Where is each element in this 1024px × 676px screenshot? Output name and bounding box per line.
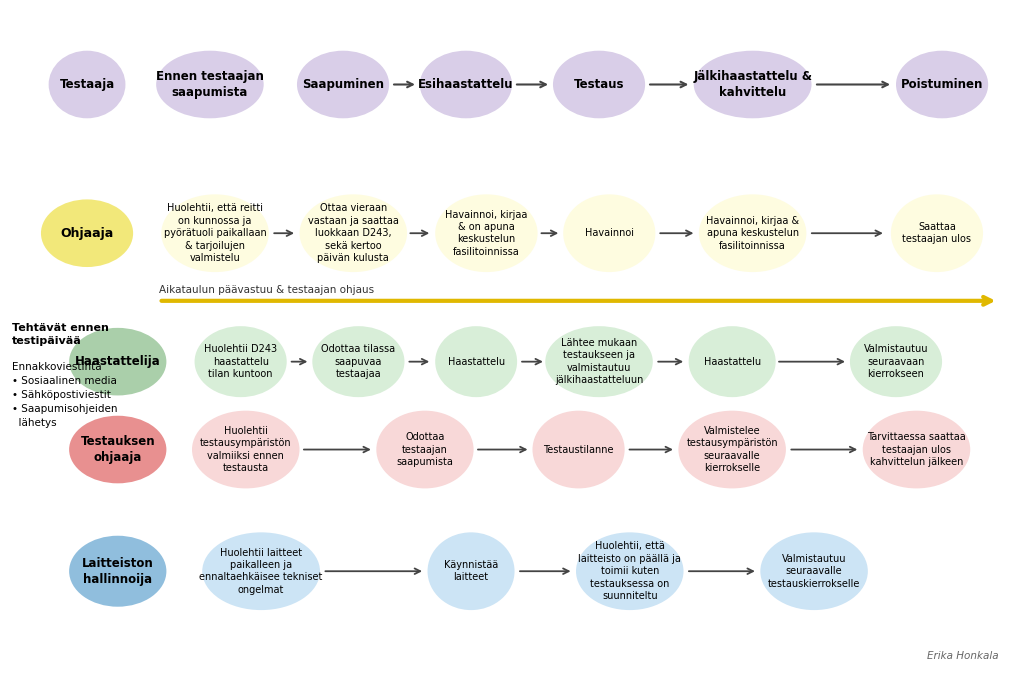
Text: Poistuminen: Poistuminen xyxy=(901,78,983,91)
Text: Esihaastattelu: Esihaastattelu xyxy=(418,78,514,91)
Ellipse shape xyxy=(195,326,287,397)
Text: Huolehtii laitteet
paikalleen ja
ennaltaehkäisee tekniset
ongelmat: Huolehtii laitteet paikalleen ja ennalta… xyxy=(200,548,323,595)
Ellipse shape xyxy=(203,533,319,610)
Ellipse shape xyxy=(862,410,971,488)
Ellipse shape xyxy=(891,195,983,272)
Ellipse shape xyxy=(161,195,268,272)
Ellipse shape xyxy=(156,51,264,118)
Ellipse shape xyxy=(70,416,166,483)
Ellipse shape xyxy=(312,326,404,397)
Text: Erika Honkala: Erika Honkala xyxy=(927,651,998,661)
Ellipse shape xyxy=(688,326,776,397)
Text: Saapuminen: Saapuminen xyxy=(302,78,384,91)
Text: Ennen testaajan
saapumista: Ennen testaajan saapumista xyxy=(156,70,264,99)
Ellipse shape xyxy=(532,410,625,488)
Text: Huolehtii, että
laitteisto on päällä ja
toimii kuten
testauksessa on
suunniteltu: Huolehtii, että laitteisto on päällä ja … xyxy=(579,541,681,601)
Text: Valmistautuu
seuraavalle
testauskierrokselle: Valmistautuu seuraavalle testauskierroks… xyxy=(768,554,860,589)
Ellipse shape xyxy=(760,533,868,610)
Text: Testauksen
ohjaaja: Testauksen ohjaaja xyxy=(81,435,155,464)
Ellipse shape xyxy=(435,195,538,272)
Text: Huolehtii
testausympäristön
valmiiksi ennen
testausta: Huolehtii testausympäristön valmiiksi en… xyxy=(200,426,292,473)
Ellipse shape xyxy=(575,533,684,610)
Ellipse shape xyxy=(545,326,653,397)
Ellipse shape xyxy=(896,51,988,118)
Text: Havainnoi: Havainnoi xyxy=(585,228,634,238)
Text: Ottaa vieraan
vastaan ja saattaa
luokkaan D243,
sekä kertoo
päivän kulusta: Ottaa vieraan vastaan ja saattaa luokkaa… xyxy=(308,203,398,263)
Text: Testaaja: Testaaja xyxy=(59,78,115,91)
Ellipse shape xyxy=(49,51,125,118)
Ellipse shape xyxy=(563,195,655,272)
Ellipse shape xyxy=(694,51,811,118)
Ellipse shape xyxy=(435,326,517,397)
Ellipse shape xyxy=(193,410,299,488)
Ellipse shape xyxy=(698,195,807,272)
Text: Käynnistää
laitteet: Käynnistää laitteet xyxy=(444,560,498,583)
Text: Aikataulun päävastuu & testaajan ohjaus: Aikataulun päävastuu & testaajan ohjaus xyxy=(159,285,374,295)
Text: Haastattelu: Haastattelu xyxy=(703,357,761,366)
Text: Valmistelee
testausympäristön
seuraavalle
kierrokselle: Valmistelee testausympäristön seuraavall… xyxy=(686,426,778,473)
Text: Haastattelija: Haastattelija xyxy=(75,355,161,368)
Text: Saattaa
testaajan ulos: Saattaa testaajan ulos xyxy=(902,222,972,245)
Text: Huolehtii, että reitti
on kunnossa ja
pyörätuoli paikallaan
& tarjoilujen
valmis: Huolehtii, että reitti on kunnossa ja py… xyxy=(164,203,266,263)
Text: Lähtee mukaan
testaukseen ja
valmistautuu
jälkihaastatteluun: Lähtee mukaan testaukseen ja valmistautu… xyxy=(555,338,643,385)
Text: Tarvittaessa saattaa
testaajan ulos
kahvittelun jälkeen: Tarvittaessa saattaa testaajan ulos kahv… xyxy=(867,432,966,467)
Text: Ohjaaja: Ohjaaja xyxy=(60,226,114,240)
Text: Valmistautuu
seuraavaan
kierrokseen: Valmistautuu seuraavaan kierrokseen xyxy=(864,344,928,379)
Ellipse shape xyxy=(70,535,166,607)
Text: Haastattelu: Haastattelu xyxy=(447,357,505,366)
Text: Ennakkoviestintä
• Sosiaalinen media
• Sähköpostiviestit
• Saapumisohjeiden
  lä: Ennakkoviestintä • Sosiaalinen media • S… xyxy=(12,362,118,429)
Ellipse shape xyxy=(553,51,645,118)
Text: Odottaa
testaajan
saapumista: Odottaa testaajan saapumista xyxy=(396,432,454,467)
Ellipse shape xyxy=(70,328,166,395)
Ellipse shape xyxy=(428,533,515,610)
Text: Huolehtii D243
haastattelu
tilan kuntoon: Huolehtii D243 haastattelu tilan kuntoon xyxy=(204,344,278,379)
Ellipse shape xyxy=(297,51,389,118)
Ellipse shape xyxy=(420,51,512,118)
Text: Havainnoi, kirjaa &
apuna keskustelun
fasilitoinnissa: Havainnoi, kirjaa & apuna keskustelun fa… xyxy=(707,216,799,251)
Text: Jälkihaastattelu &
kahvittelu: Jälkihaastattelu & kahvittelu xyxy=(693,70,812,99)
Text: Laitteiston
hallinnoija: Laitteiston hallinnoija xyxy=(82,557,154,585)
Ellipse shape xyxy=(850,326,942,397)
Text: Testaus: Testaus xyxy=(573,78,625,91)
Text: Tehtävät ennen
testipäivää: Tehtävät ennen testipäivää xyxy=(12,323,110,346)
Ellipse shape xyxy=(678,410,786,488)
Text: Odottaa tilassa
saapuvaa
testaajaa: Odottaa tilassa saapuvaa testaajaa xyxy=(322,344,395,379)
Text: Testaustilanne: Testaustilanne xyxy=(544,445,613,454)
Ellipse shape xyxy=(299,195,407,272)
Ellipse shape xyxy=(377,410,473,488)
Text: Havainnoi, kirjaa
& on apuna
keskustelun
fasilitoinnissa: Havainnoi, kirjaa & on apuna keskustelun… xyxy=(445,210,527,257)
Ellipse shape xyxy=(41,199,133,267)
